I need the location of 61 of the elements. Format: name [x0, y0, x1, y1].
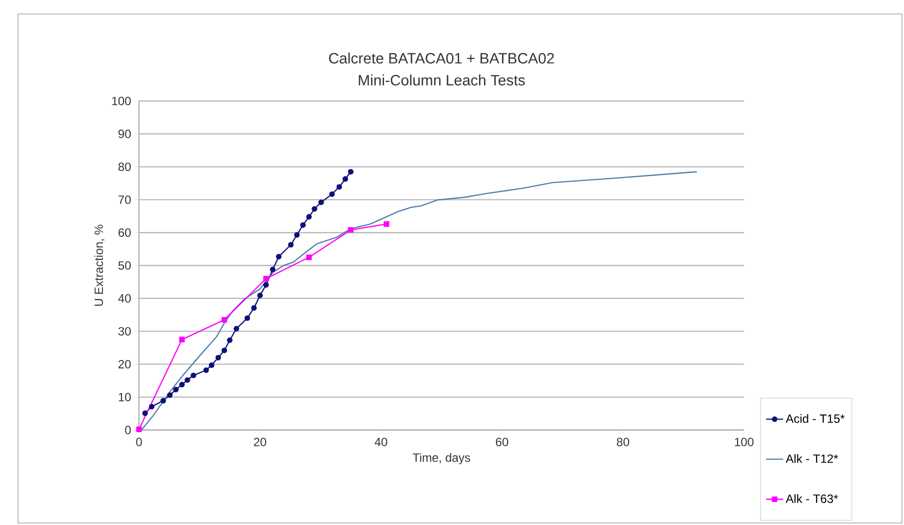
- x-tick-label: 40: [374, 438, 388, 446]
- y-tick-label: 90: [118, 130, 131, 138]
- x-axis-title: Time, days: [412, 453, 470, 464]
- x-tick-label: 20: [254, 438, 266, 446]
- point: [251, 305, 257, 311]
- point: [234, 326, 240, 332]
- point: [184, 377, 190, 383]
- x-tick-label: 100: [734, 438, 754, 446]
- legend-label: Alk - T12*: [786, 454, 838, 463]
- chart-subtitle: Mini-Column Leach Tests: [358, 74, 525, 86]
- point: [257, 292, 263, 298]
- x-tick-label: 60: [496, 438, 508, 446]
- point: [300, 222, 306, 228]
- point: [294, 232, 300, 238]
- point: [288, 242, 294, 248]
- point: [148, 404, 154, 410]
- point: [173, 386, 179, 392]
- y-tick-label: 60: [118, 228, 131, 237]
- point: [244, 315, 250, 321]
- y-tick-label: 100: [112, 96, 131, 106]
- point: [190, 372, 196, 378]
- point: [179, 336, 185, 342]
- point: [203, 367, 209, 373]
- y-tick-label: 70: [118, 195, 131, 204]
- y-tick-label: 20: [118, 360, 131, 368]
- x-tick-label: 0: [136, 438, 142, 446]
- y-tick-label: 80: [118, 162, 131, 172]
- point: [142, 410, 148, 416]
- point: [306, 254, 312, 260]
- point: [208, 362, 214, 368]
- point: [160, 398, 166, 404]
- point: [179, 382, 185, 388]
- point: [263, 282, 269, 288]
- point: [222, 316, 228, 323]
- point: [226, 337, 233, 343]
- legend-label: Acid - T15*: [786, 414, 845, 423]
- point: [312, 206, 318, 212]
- y-tick-label: 0: [125, 426, 131, 434]
- point: [329, 191, 335, 197]
- y-tick-label: 50: [118, 261, 131, 270]
- point: [276, 254, 282, 260]
- y-tick-label: 40: [118, 294, 131, 303]
- point: [384, 221, 390, 227]
- point: [222, 348, 228, 354]
- point: [342, 176, 348, 182]
- point: [215, 354, 222, 360]
- y-tick-label: 30: [118, 327, 131, 336]
- x-tick-label: 80: [616, 438, 630, 446]
- point: [336, 184, 342, 190]
- point: [270, 266, 276, 272]
- legend-label: Alk - T63*: [786, 494, 838, 503]
- point: [263, 276, 269, 282]
- point: [318, 200, 324, 206]
- point: [167, 392, 173, 398]
- point: [306, 214, 312, 220]
- point: [348, 168, 354, 175]
- point: [136, 426, 142, 432]
- point: [348, 227, 354, 233]
- y-axis-title: U Extraction, %: [94, 224, 104, 306]
- y-tick-label: 10: [118, 392, 131, 402]
- chart-title: Calcrete BATACA01 + BATBCA02: [329, 52, 554, 64]
